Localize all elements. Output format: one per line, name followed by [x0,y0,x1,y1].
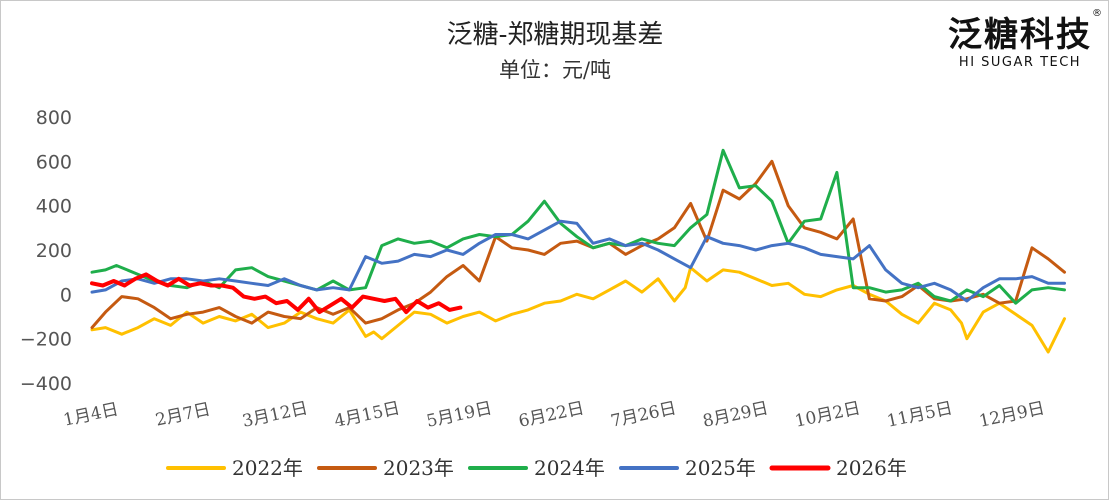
x-tick-label: 11月5日 [885,398,954,431]
legend-label: 2025年 [685,456,756,480]
x-tick-label: 5月19日 [425,398,494,431]
y-tick-label: −400 [20,373,72,395]
legend-label: 2022年 [232,456,303,480]
x-tick-label: 2月7日 [154,400,213,431]
x-tick-label: 3月12日 [241,398,310,431]
legend: 2022年 2023年 2024年 2025年 2026年 [166,456,907,480]
series-line-2022 [90,266,1066,354]
series-lines [90,148,1066,354]
y-axis: 800 600 400 200 0 −200 −400 [20,107,72,395]
x-axis: 1月4日 2月7日 3月12日 4月15日 5月19日 6月22日 7月26日 8月29日 10… [62,398,1047,431]
x-tick-label: 10月2日 [793,398,862,431]
brand-name-cn: 泛糖科技 [948,15,1092,55]
x-tick-label: 6月22日 [517,398,586,431]
y-tick-label: 800 [36,107,72,129]
chart-title: 泛糖-郑糖期现基差 [447,20,664,50]
x-tick-label: 8月29日 [701,398,770,431]
x-tick-label: 1月4日 [62,400,121,431]
y-tick-label: 400 [36,196,72,218]
series-line-2023 [90,159,1066,330]
brand-registered-mark: ® [1092,8,1102,19]
brand-logo: 泛糖科技 ® HI SUGAR TECH [948,8,1102,70]
x-tick-label: 4月15日 [333,398,402,431]
series-line-2025 [90,219,1066,303]
x-tick-label: 12月9日 [977,398,1046,431]
y-tick-label: 600 [36,151,72,173]
legend-label: 2024年 [534,456,605,480]
y-tick-label: 0 [60,284,72,306]
legend-label: 2026年 [836,456,907,480]
legend-label: 2023年 [383,456,454,480]
y-tick-label: −200 [20,329,72,351]
series-line-2024 [90,148,1066,305]
x-tick-label: 7月26日 [609,398,678,431]
brand-name-en: HI SUGAR TECH [959,55,1081,70]
chart-subtitle: 单位：元/吨 [499,58,611,82]
y-tick-label: 200 [36,240,72,262]
series-line-2026 [90,272,463,315]
